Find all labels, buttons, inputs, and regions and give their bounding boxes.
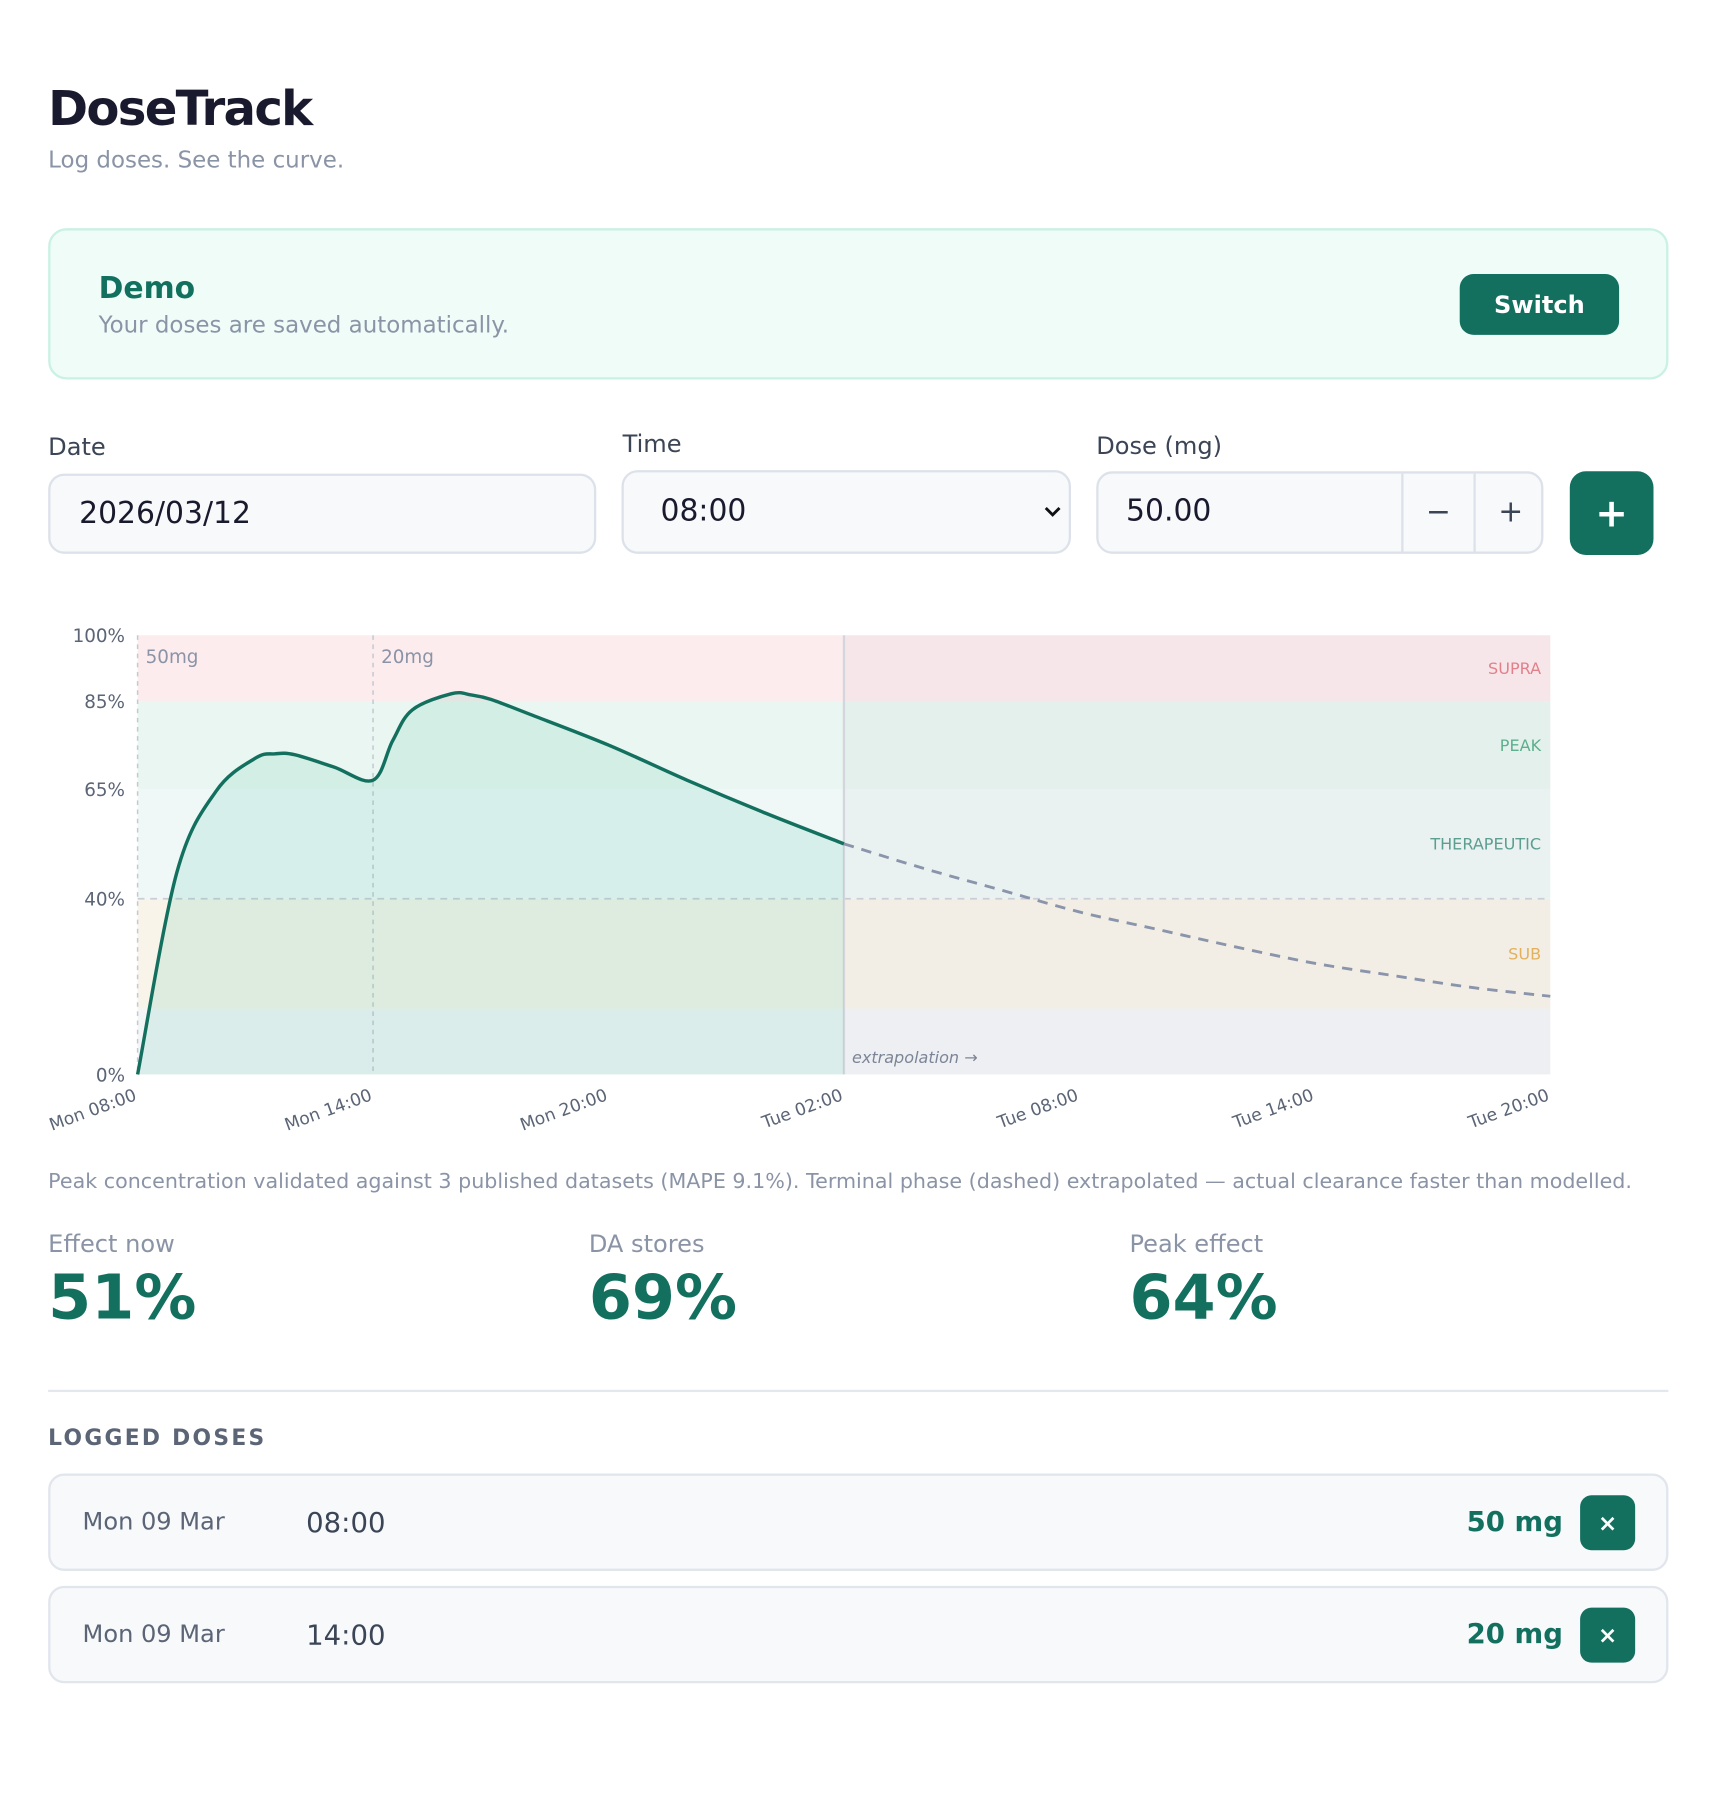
divider	[48, 1389, 1669, 1393]
chart: SUPRA PEAK THERAPEUTIC SUB 50mg 20mg extrapola…	[47, 626, 1552, 1136]
x-tick-label: Tue 08:00	[994, 1086, 1081, 1134]
date-input[interactable]: 2026/03/12	[48, 473, 597, 554]
extrapolation-shade	[843, 635, 1551, 1075]
dose-value: 50.00	[1126, 494, 1212, 529]
dose-label: Dose (mg)	[1096, 432, 1223, 460]
chart-caption: Peak concentration validated against 3 p…	[48, 1169, 1632, 1194]
x-tick-label: Tue 20:00	[1465, 1086, 1552, 1134]
date-value: 2026/03/12	[79, 496, 251, 531]
add-dose-button[interactable]: +	[1569, 471, 1654, 555]
dose-marker-label: 50mg	[146, 647, 199, 668]
zone-label: THERAPEUTIC	[1429, 835, 1541, 854]
remove-button[interactable]: ×	[1580, 1495, 1636, 1551]
y-tick-label: 100%	[73, 626, 125, 647]
row-dose: 50 mg	[1466, 1505, 1563, 1538]
curve	[135, 690, 845, 1075]
row-date: Mon 09 Mar	[82, 1507, 225, 1536]
area	[137, 692, 844, 1075]
decrement-button[interactable]: −	[1401, 473, 1473, 552]
row-time: 14:00	[306, 1619, 386, 1652]
zone-label: SUPRA	[1488, 659, 1541, 678]
x-tick-label: Tue 14:00	[1230, 1086, 1317, 1134]
stat-label: DA stores	[588, 1230, 705, 1258]
chevron-icon	[1044, 506, 1061, 517]
stat-value: 51%	[48, 1261, 197, 1334]
y-tick-label: 40%	[84, 890, 125, 911]
banner-title: Demo	[98, 271, 196, 307]
remove-button[interactable]: ×	[1580, 1607, 1636, 1663]
x-tick-label: Mon 14:00	[282, 1086, 375, 1136]
increment-button[interactable]: +	[1473, 473, 1541, 552]
app-title: DoseTrack	[48, 80, 313, 137]
mode-banner: Demo Your doses are saved automatically.…	[48, 228, 1669, 380]
y-tick-label: 85%	[84, 692, 125, 713]
time-label: Time	[622, 430, 682, 458]
x-tick-label: Tue 02:00	[759, 1086, 846, 1134]
dose-row: Mon 09 Mar 14:00 20 mg ×	[48, 1585, 1669, 1684]
x-tick-label: Mon 08:00	[47, 1086, 140, 1136]
dose-marker-label: 20mg	[381, 647, 434, 668]
switch-button[interactable]: Switch	[1459, 274, 1620, 335]
y-tick-label: 65%	[84, 780, 125, 801]
curve	[843, 842, 1551, 998]
log-title: LOGGED DOSES	[48, 1425, 267, 1451]
app-subtitle: Log doses. See the curve.	[48, 145, 345, 174]
extrapolation-label: extrapolation →	[852, 1048, 978, 1067]
banner-text: Your doses are saved automatically.	[98, 310, 510, 339]
stat-value: 64%	[1129, 1261, 1278, 1334]
row-dose: 20 mg	[1466, 1617, 1563, 1651]
x-tick-label: Mon 20:00	[518, 1086, 611, 1136]
zone-label: PEAK	[1500, 736, 1542, 755]
stat-value: 69%	[588, 1261, 738, 1334]
zone-label: SUB	[1508, 944, 1541, 963]
date-label: Date	[48, 433, 106, 461]
stat-label: Effect now	[48, 1230, 175, 1258]
time-value: 08:00	[660, 494, 747, 529]
stat-label: Peak effect	[1129, 1230, 1264, 1258]
dose-input[interactable]: 50.00 − +	[1096, 471, 1544, 554]
y-tick-label: 0%	[96, 1065, 125, 1086]
row-date: Mon 09 Mar	[82, 1620, 225, 1648]
time-select[interactable]: 08:00	[621, 470, 1071, 554]
row-time: 08:00	[306, 1506, 386, 1539]
dose-row: Mon 09 Mar 08:00 50 mg ×	[48, 1473, 1669, 1571]
